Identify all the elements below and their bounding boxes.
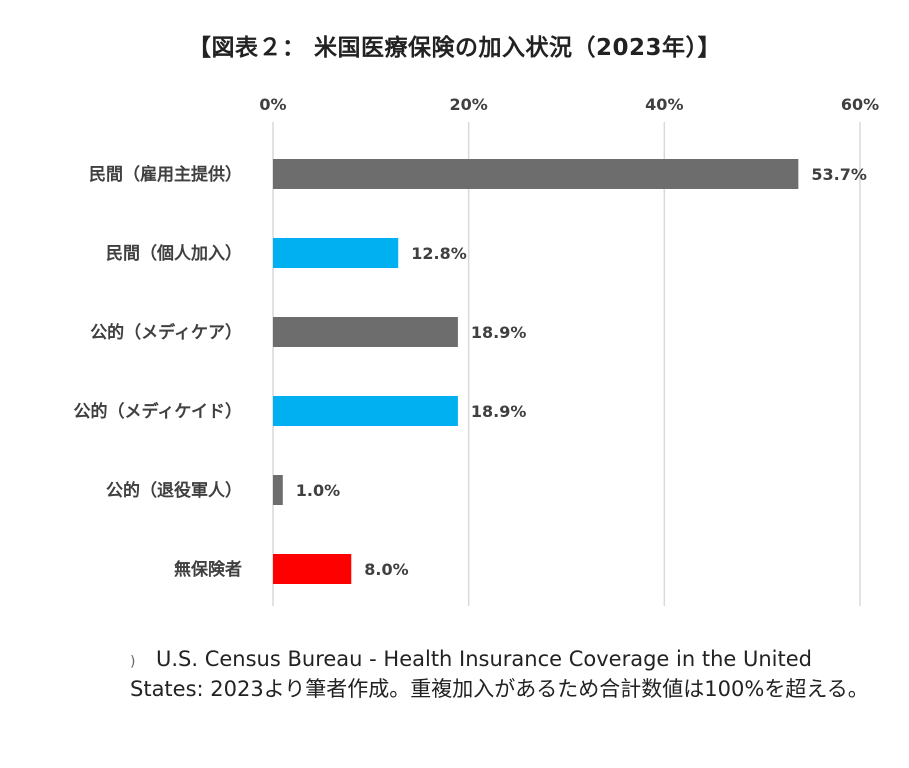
bar	[273, 238, 399, 268]
source-note-text: U.S. Census Bureau - Health Insurance Co…	[130, 647, 869, 701]
data-label: 53.7%	[811, 165, 867, 184]
category-label: 公的（退役軍人）	[106, 480, 242, 501]
data-label: 12.8%	[411, 244, 467, 263]
data-label: 1.0%	[296, 481, 340, 500]
x-tick-label: 60%	[841, 95, 879, 114]
x-tick-label: 20%	[450, 95, 488, 114]
source-note: ) U.S. Census Bureau - Health Insurance C…	[130, 646, 870, 703]
x-axis-tick-labels: 0% 20% 40% 60%	[259, 95, 879, 114]
bars	[273, 159, 799, 584]
x-tick-label: 0%	[259, 95, 286, 114]
category-label: 無保険者	[174, 559, 242, 580]
category-labels: 民間（雇用主提供） 民間（個人加入） 公的（メディケア） 公的（メディケイド） 公的（退…	[74, 164, 242, 580]
bar	[273, 159, 799, 189]
category-label: 民間（個人加入）	[106, 243, 242, 264]
bar	[273, 554, 352, 584]
category-label: 民間（雇用主提供）	[89, 164, 242, 185]
category-label: 公的（メディケイド）	[74, 401, 242, 422]
data-labels: 53.7% 12.8% 18.9% 18.9% 1.0% 8.0%	[296, 165, 867, 579]
bar-chart: 0% 20% 40% 60% 民間（雇用主提供） 民間（個人加入） 公的（メディケア） 公的…	[74, 95, 879, 606]
source-note-marker: )	[130, 654, 136, 670]
data-label: 8.0%	[364, 560, 408, 579]
chart-title: 【図表２： 米国医療保険の加入状況（2023年）】	[187, 35, 722, 61]
gridlines	[272, 122, 861, 606]
bar	[273, 317, 458, 347]
data-label: 18.9%	[471, 402, 527, 421]
x-tick-label: 40%	[645, 95, 683, 114]
bar	[273, 475, 283, 505]
bar	[273, 396, 458, 426]
category-label: 公的（メディケア）	[90, 322, 242, 343]
data-label: 18.9%	[471, 323, 527, 342]
